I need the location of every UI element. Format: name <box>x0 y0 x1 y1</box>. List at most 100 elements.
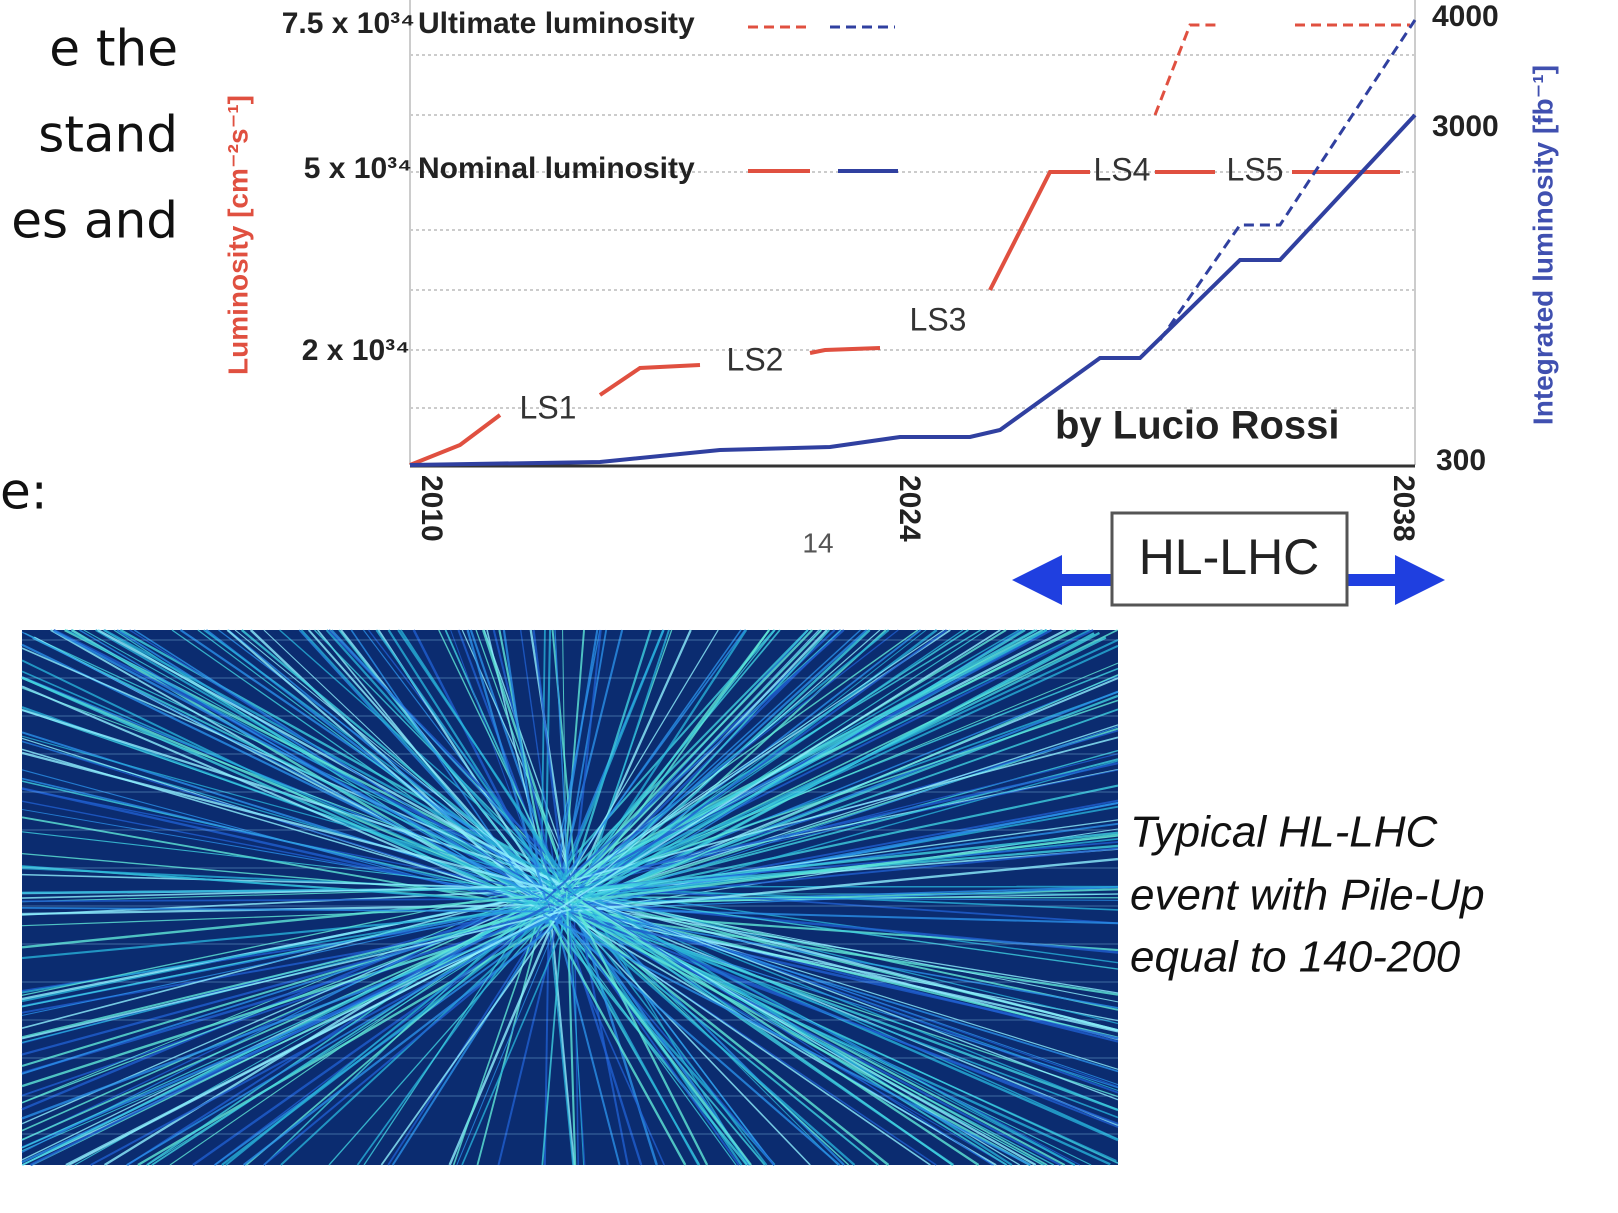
phase-label: LS5 <box>1227 151 1284 187</box>
track <box>327 629 578 887</box>
track <box>338 629 552 899</box>
y2-tick-label: 4000 <box>1432 0 1499 33</box>
credit: by Lucio Rossi <box>1055 404 1340 448</box>
track <box>554 629 570 891</box>
track <box>387 886 568 1166</box>
track <box>545 895 574 1166</box>
arrow-head <box>1012 555 1062 605</box>
y-axis-label: Luminosity [cm⁻²s⁻¹] <box>222 95 253 375</box>
track <box>555 905 740 1166</box>
track <box>461 629 577 887</box>
track <box>350 629 545 913</box>
track <box>452 909 543 1166</box>
track <box>549 629 665 910</box>
track <box>21 898 542 903</box>
track <box>571 907 768 1166</box>
track <box>556 629 809 887</box>
track <box>562 886 993 1166</box>
track <box>560 887 839 1166</box>
track <box>572 896 658 1166</box>
track <box>79 629 542 903</box>
track <box>577 629 987 898</box>
phase-label: LS3 <box>910 301 967 337</box>
track <box>546 629 809 915</box>
track <box>126 908 556 1166</box>
track <box>21 670 541 898</box>
track <box>573 892 1119 1140</box>
track <box>566 629 948 907</box>
y2-tick-label: 300 <box>1436 444 1486 477</box>
track <box>21 898 553 1008</box>
track <box>543 885 1119 1094</box>
track <box>21 808 559 903</box>
integrated-ultimate-curve <box>1158 19 1417 341</box>
track <box>146 885 554 1166</box>
track <box>570 629 776 887</box>
phase-label: LS1 <box>520 389 577 425</box>
track <box>547 892 890 1166</box>
text-line: es and <box>11 192 178 250</box>
track <box>21 908 579 1120</box>
track <box>573 831 1119 892</box>
track <box>548 911 841 1166</box>
caption-line: event with Pile-Up <box>1130 871 1485 920</box>
track <box>21 751 553 892</box>
y-tick-label: 7.5 x 10³⁴ <box>282 7 415 40</box>
track <box>551 629 599 904</box>
phase-label: LS2 <box>727 341 784 377</box>
track <box>497 897 565 1166</box>
track <box>569 629 692 899</box>
track <box>569 913 1119 1040</box>
x-tick-label: 2038 <box>1387 475 1420 542</box>
track <box>532 629 567 897</box>
legend-label: Ultimate luminosity <box>418 7 695 40</box>
track <box>21 816 558 913</box>
track <box>548 902 1119 1128</box>
track <box>554 898 1119 1073</box>
track <box>21 831 561 895</box>
caption-line: equal to 140-200 <box>1130 933 1461 982</box>
track <box>541 762 1119 891</box>
track <box>573 887 1119 964</box>
track <box>569 899 955 1166</box>
track <box>573 632 1095 916</box>
track <box>356 894 553 1166</box>
track <box>450 629 555 911</box>
track <box>97 628 565 889</box>
track <box>554 736 1119 886</box>
integrated-curve <box>409 113 1417 467</box>
track <box>565 889 577 1166</box>
track <box>32 636 575 906</box>
track <box>456 898 568 1166</box>
track <box>21 873 553 890</box>
track <box>556 886 1081 1166</box>
track <box>550 886 1119 912</box>
event-display <box>21 628 1119 1167</box>
y-tick-label: 2 x 10³⁴ <box>302 334 410 367</box>
track <box>90 902 577 1166</box>
track <box>564 629 748 906</box>
track <box>21 631 555 906</box>
era-box <box>1110 511 1349 607</box>
track <box>544 629 845 901</box>
nominal-curve <box>809 346 881 355</box>
track <box>21 787 575 914</box>
ultimate-curve <box>1153 23 1220 116</box>
track <box>126 890 555 1166</box>
track <box>543 913 748 1166</box>
track <box>553 629 719 904</box>
track <box>561 629 608 887</box>
nominal-curve <box>409 413 502 467</box>
track <box>573 910 1119 1009</box>
track <box>545 913 687 1166</box>
track <box>21 735 564 886</box>
caption-line: Typical HL-LHC <box>1130 808 1438 857</box>
track <box>570 629 770 907</box>
track <box>571 890 1119 1025</box>
track <box>551 902 1119 1119</box>
track <box>21 906 579 913</box>
track <box>564 629 899 889</box>
track <box>577 912 629 1166</box>
track <box>545 628 1053 901</box>
track <box>548 629 814 905</box>
